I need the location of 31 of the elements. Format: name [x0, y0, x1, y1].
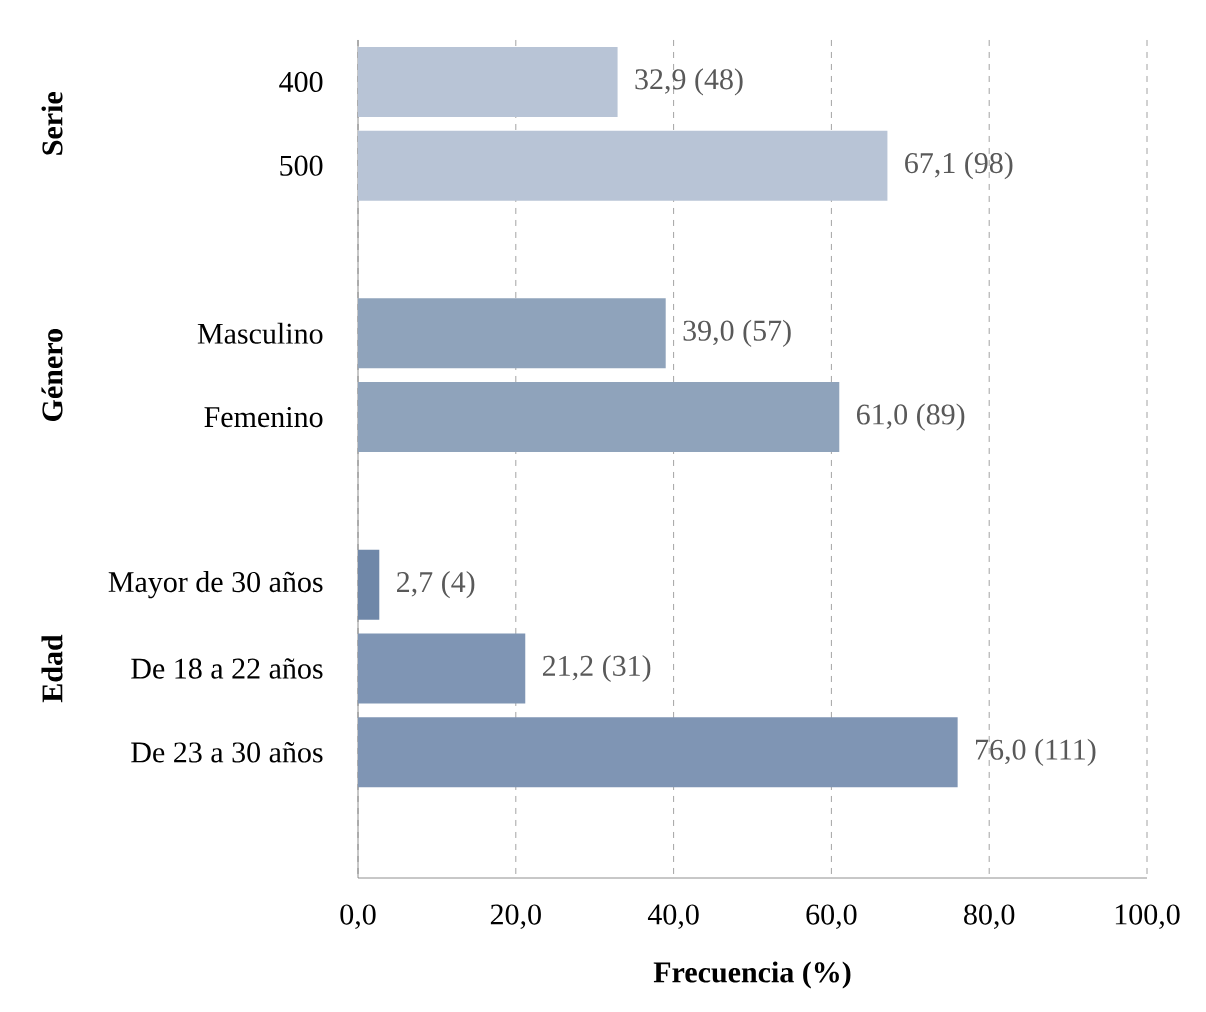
x-axis-title: Frecuencia (%) — [653, 961, 851, 989]
data-label: 2,7 (4) — [397, 571, 475, 599]
y-tick-label: Masculino — [197, 322, 323, 344]
bar — [358, 549, 380, 620]
bar — [358, 382, 840, 453]
y-tick-label: Femenino — [204, 407, 323, 428]
data-label: 61,0 (89) — [856, 403, 965, 431]
data-label: 67,1 (98) — [905, 152, 1013, 180]
bar — [358, 46, 618, 117]
text: Serie — [41, 92, 63, 155]
text: Edad — [41, 634, 63, 703]
x-tick-label: 20,0 — [490, 904, 541, 929]
data-label: 21,2 (31) — [542, 654, 651, 683]
y-tick-label: De 23 a 30 años — [131, 742, 323, 763]
bar — [358, 130, 888, 201]
x-tick-label: 40,0 — [647, 904, 699, 929]
data-label: 32,9 (48) — [635, 68, 743, 96]
y-tick-label: 400 — [279, 71, 323, 92]
bar — [358, 717, 958, 788]
x-tick-label: 100,0 — [1115, 904, 1180, 929]
y-tick-label: De 18 a 22 años — [131, 658, 323, 679]
bar — [358, 298, 666, 369]
data-label: 76,0 (111) — [976, 738, 1096, 766]
x-tick-label: 80,0 — [964, 904, 1015, 929]
y-tick-label: Mayor de 30 años — [108, 571, 323, 599]
bar — [358, 633, 526, 704]
data-label: 39,0 (57) — [683, 319, 791, 347]
x-tick-label: 60,0 — [806, 904, 857, 929]
x-tick-label: 0,0 — [340, 904, 376, 929]
y-tick-label: 500 — [280, 155, 323, 176]
text: Género — [41, 329, 63, 421]
